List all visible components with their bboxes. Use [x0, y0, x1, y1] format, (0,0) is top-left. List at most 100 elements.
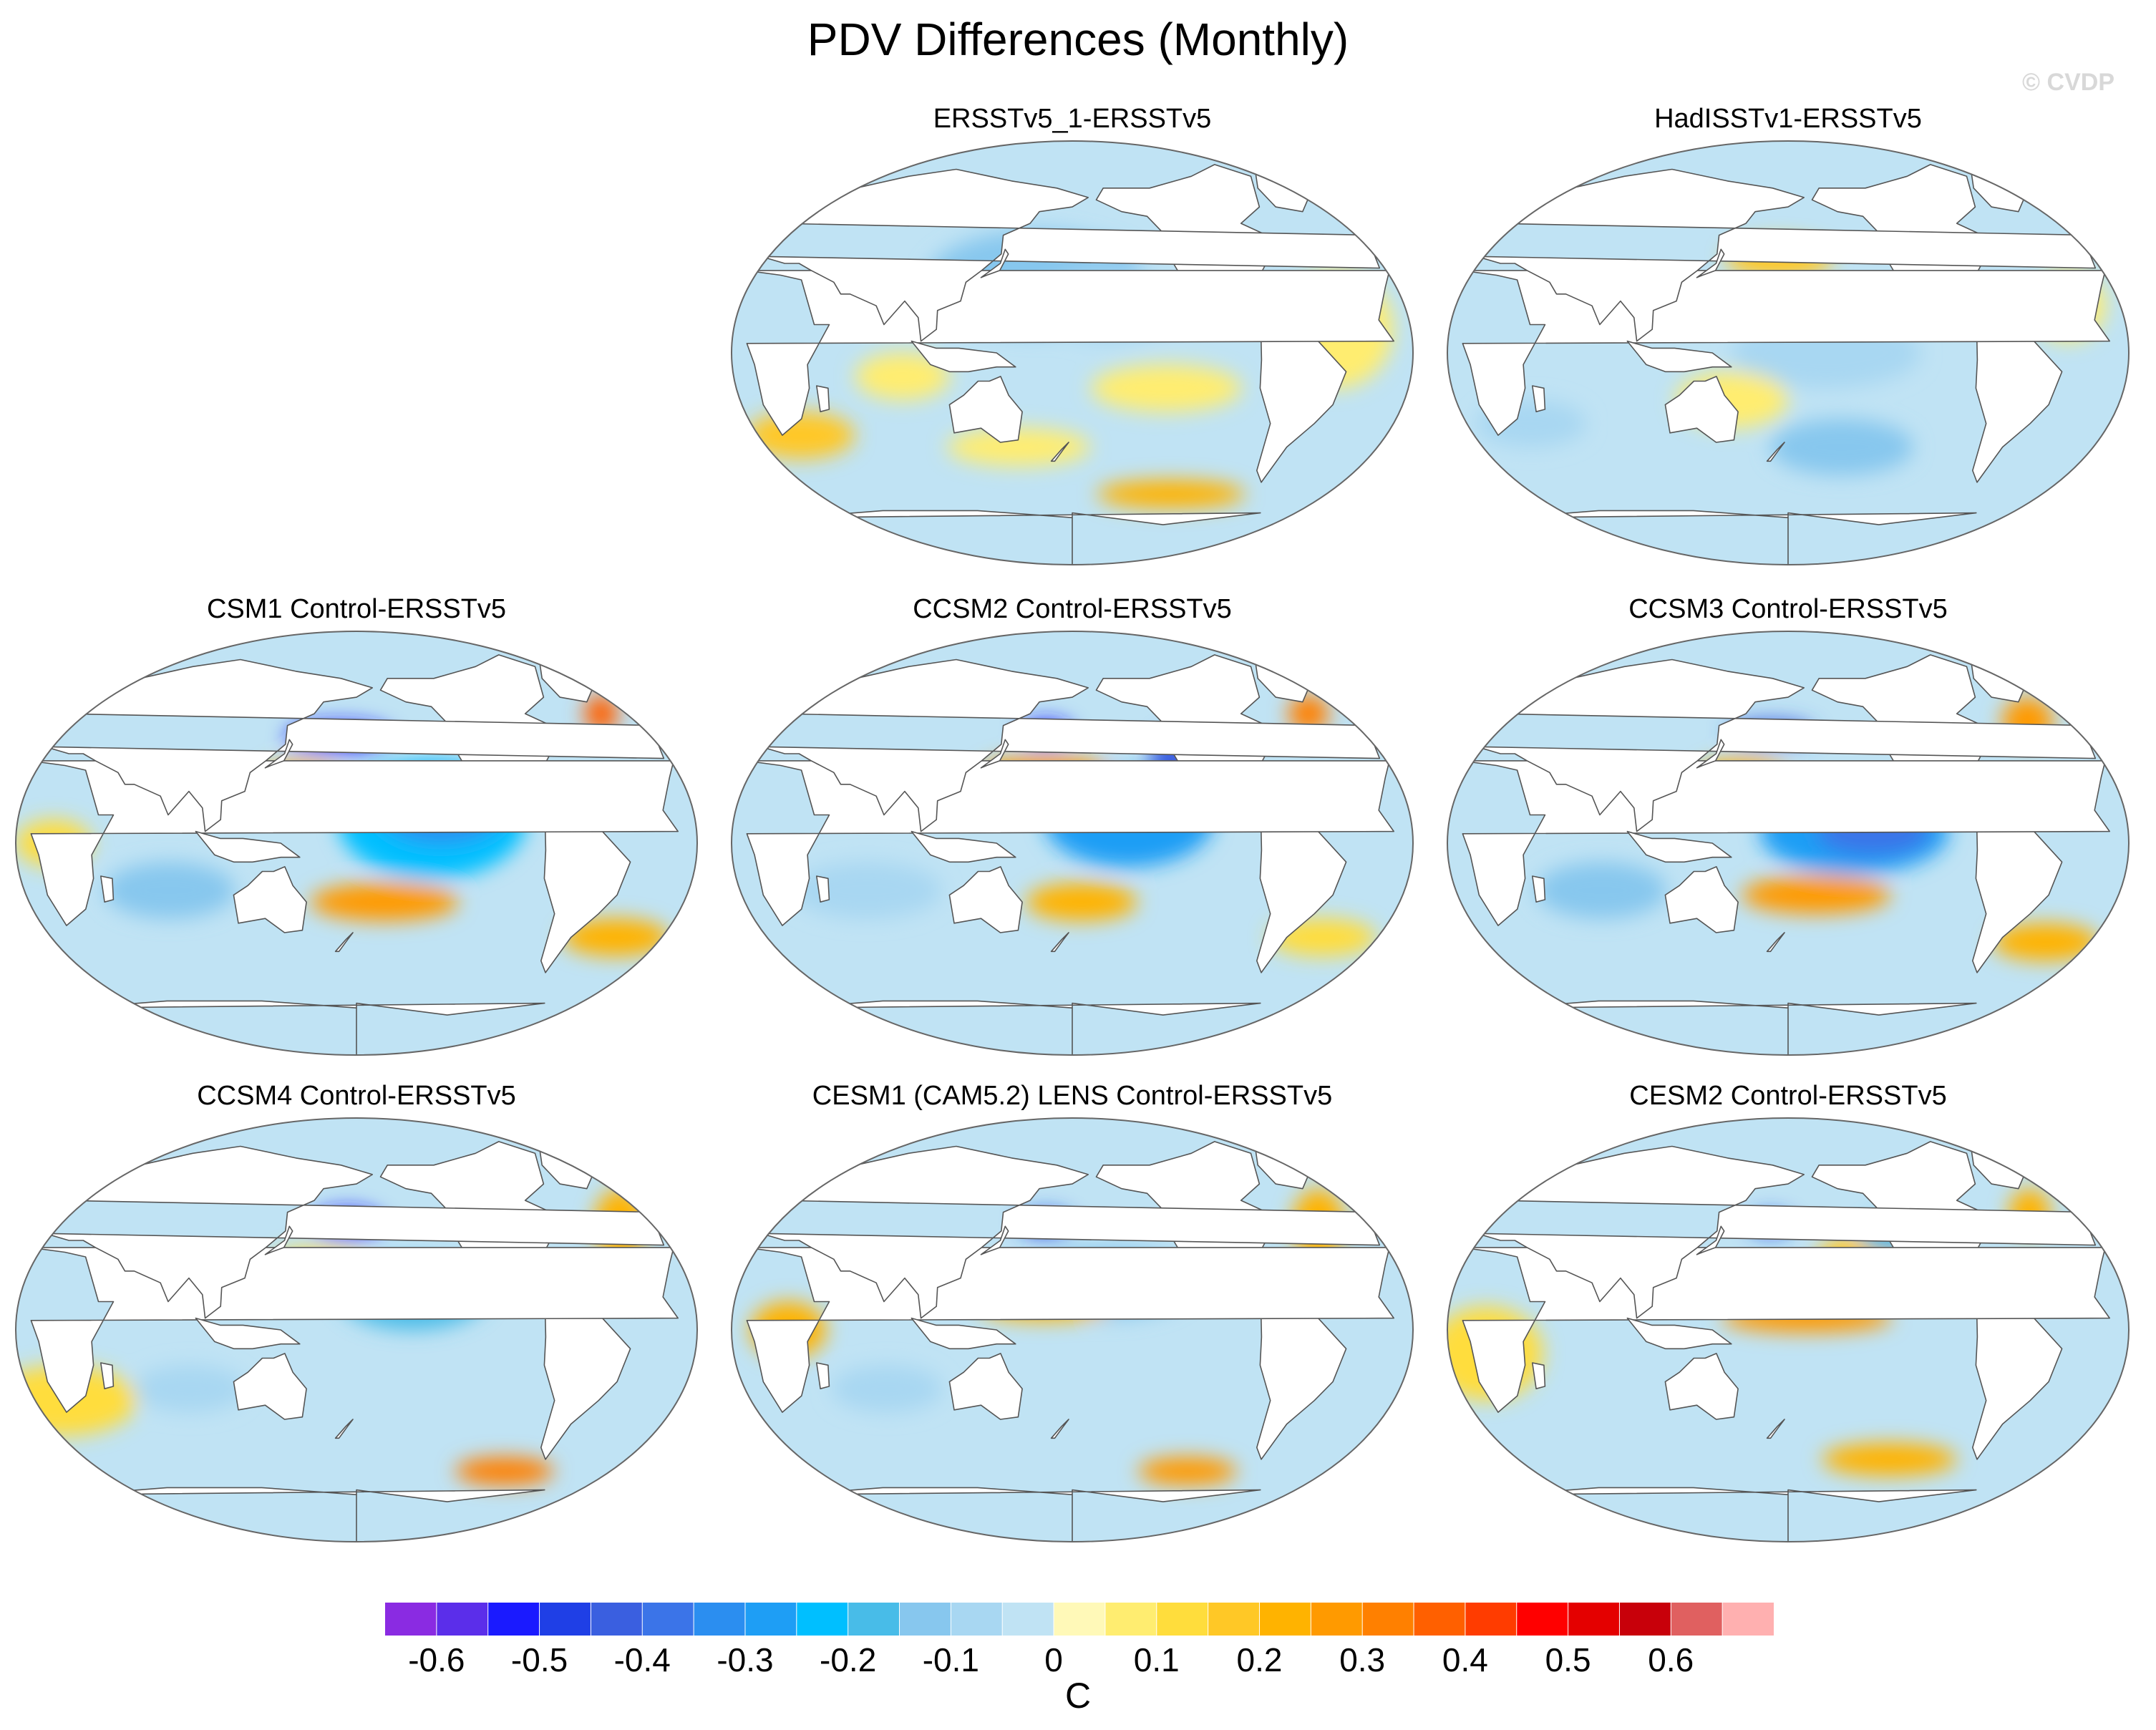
colorbar-swatch [951, 1603, 1003, 1636]
land-australia [233, 866, 307, 933]
colorbar-swatch [1671, 1603, 1723, 1636]
colorbar-swatch [436, 1603, 488, 1636]
panel-title: ERSSTv5_1-ERSSTv5 [933, 104, 1212, 134]
panel-title: CCSM3 Control-ERSSTv5 [1628, 594, 1948, 624]
sst-anomaly-patch [1822, 1442, 1957, 1476]
sst-anomaly-patch [792, 862, 942, 919]
land-africa [1461, 270, 2110, 436]
colorbar-swatch [1104, 1603, 1157, 1636]
colorbar-swatch [1516, 1603, 1568, 1636]
land-new-zealand [1050, 932, 1069, 953]
land-africa [1461, 1247, 2110, 1413]
panel-csm1: CSM1 Control-ERSSTv5 [13, 594, 700, 1056]
land-madagascar [100, 1362, 115, 1389]
sst-anomaly-patch [1288, 694, 1329, 733]
land-africa [29, 1247, 679, 1413]
land-madagascar [816, 1362, 830, 1389]
colorbar-swatch [848, 1603, 900, 1636]
map-border [1447, 1117, 2130, 1542]
sst-anomaly-patch [1992, 923, 2099, 961]
colorbar-tick-label: -0.2 [820, 1641, 877, 1678]
colorbar-swatch [1722, 1603, 1774, 1636]
colorbar-tick-label: 0.6 [1648, 1641, 1694, 1678]
land-japan [980, 739, 1009, 769]
colorbar-tick-label: 0.1 [1133, 1641, 1180, 1678]
land-australia [948, 376, 1023, 443]
sst-anomaly-patch [584, 694, 618, 733]
colorbar-tick-label: -0.4 [613, 1641, 671, 1678]
figure-title: PDV Differences (Monthly) [807, 14, 1349, 65]
land-africa [1461, 760, 2110, 926]
land-africa [745, 760, 1394, 926]
land-madagascar [816, 875, 830, 903]
map-ccsm3 [1447, 631, 2130, 1056]
colorbar-swatch [1208, 1603, 1260, 1636]
map-ccsm4 [15, 1117, 698, 1542]
map-border [15, 631, 698, 1056]
sst-anomaly-patch [562, 918, 669, 956]
map-ccsm2 [731, 631, 1414, 1056]
colorbar-swatch [1568, 1603, 1620, 1636]
land-australia [1664, 1353, 1739, 1420]
panel-ccsm2: CCSM2 Control-ERSSTv5 [729, 594, 1416, 1056]
map-border [731, 1117, 1414, 1542]
land-new-zealand [1766, 1419, 1785, 1439]
colorbar-swatch [1362, 1603, 1414, 1636]
land-africa [745, 1247, 1394, 1413]
land-africa [745, 270, 1394, 436]
colorbar-tick-label: 0 [1044, 1641, 1063, 1678]
land-new-zealand [1766, 442, 1785, 462]
land-australia [948, 1353, 1023, 1420]
land-indonesia [1626, 340, 1732, 373]
sst-anomaly-patch [310, 883, 459, 921]
land-madagascar [1532, 385, 1546, 412]
land-indonesia [911, 830, 1016, 863]
sst-anomaly-patch [831, 1365, 943, 1413]
panel-title: CSM1 Control-ERSSTv5 [206, 594, 507, 624]
land-africa [29, 760, 679, 926]
panel-title: CESM2 Control-ERSSTv5 [1629, 1081, 1947, 1111]
colorbar-tick-label: 0.2 [1236, 1641, 1283, 1678]
land-indonesia [911, 1317, 1016, 1350]
land-new-zealand [1050, 442, 1069, 462]
colorbar-tick-label: 0.5 [1545, 1641, 1591, 1678]
map-cesm2 [1447, 1117, 2130, 1542]
colorbar-swatch [1002, 1603, 1054, 1636]
colorbar-swatch [1311, 1603, 1363, 1636]
land-japan [980, 1225, 1009, 1255]
map-border [15, 1117, 698, 1542]
cvdp-credit: © CVDP [2022, 69, 2114, 96]
land-madagascar [816, 385, 830, 412]
land-madagascar [1532, 1362, 1546, 1389]
map-hadisst [1447, 140, 2130, 565]
land-japan [264, 1225, 293, 1255]
land-new-zealand [334, 1419, 354, 1439]
colorbar-tick-label: -0.6 [408, 1641, 465, 1678]
colorbar-swatch [1054, 1603, 1105, 1636]
colorbar-swatch [744, 1603, 797, 1636]
land-indonesia [195, 1317, 301, 1350]
land-australia [233, 1353, 307, 1420]
colorbar-tick-label: -0.3 [717, 1641, 774, 1678]
colorbar-swatch [385, 1603, 437, 1636]
colorbar-tick-label: 0.4 [1442, 1641, 1488, 1678]
sst-anomaly-patch [1741, 876, 1891, 914]
map-cesm1 [731, 1117, 1414, 1542]
sst-anomaly-patch [947, 428, 1090, 466]
land-australia [948, 866, 1023, 933]
sst-anomaly-patch [855, 353, 950, 400]
land-japan [1696, 739, 1725, 769]
map-border [731, 631, 1414, 1056]
colorbar-tick-label: -0.1 [922, 1641, 979, 1678]
colorbar-swatch [899, 1603, 951, 1636]
sst-anomaly-patch [1770, 419, 1913, 476]
sst-anomaly-patch [1535, 862, 1667, 919]
panel-ccsm4: CCSM4 Control-ERSSTv5 [13, 1081, 700, 1542]
sst-anomaly-patch [104, 862, 235, 919]
panel-title: HadISSTv1-ERSSTv5 [1654, 104, 1922, 134]
panel-cesm2: CESM2 Control-ERSSTv5 [1444, 1081, 2132, 1542]
colorbar-swatch [694, 1603, 745, 1636]
sst-anomaly-patch [746, 412, 855, 459]
sst-anomaly-patch [455, 1457, 554, 1486]
colorbar-swatch [1414, 1603, 1465, 1636]
